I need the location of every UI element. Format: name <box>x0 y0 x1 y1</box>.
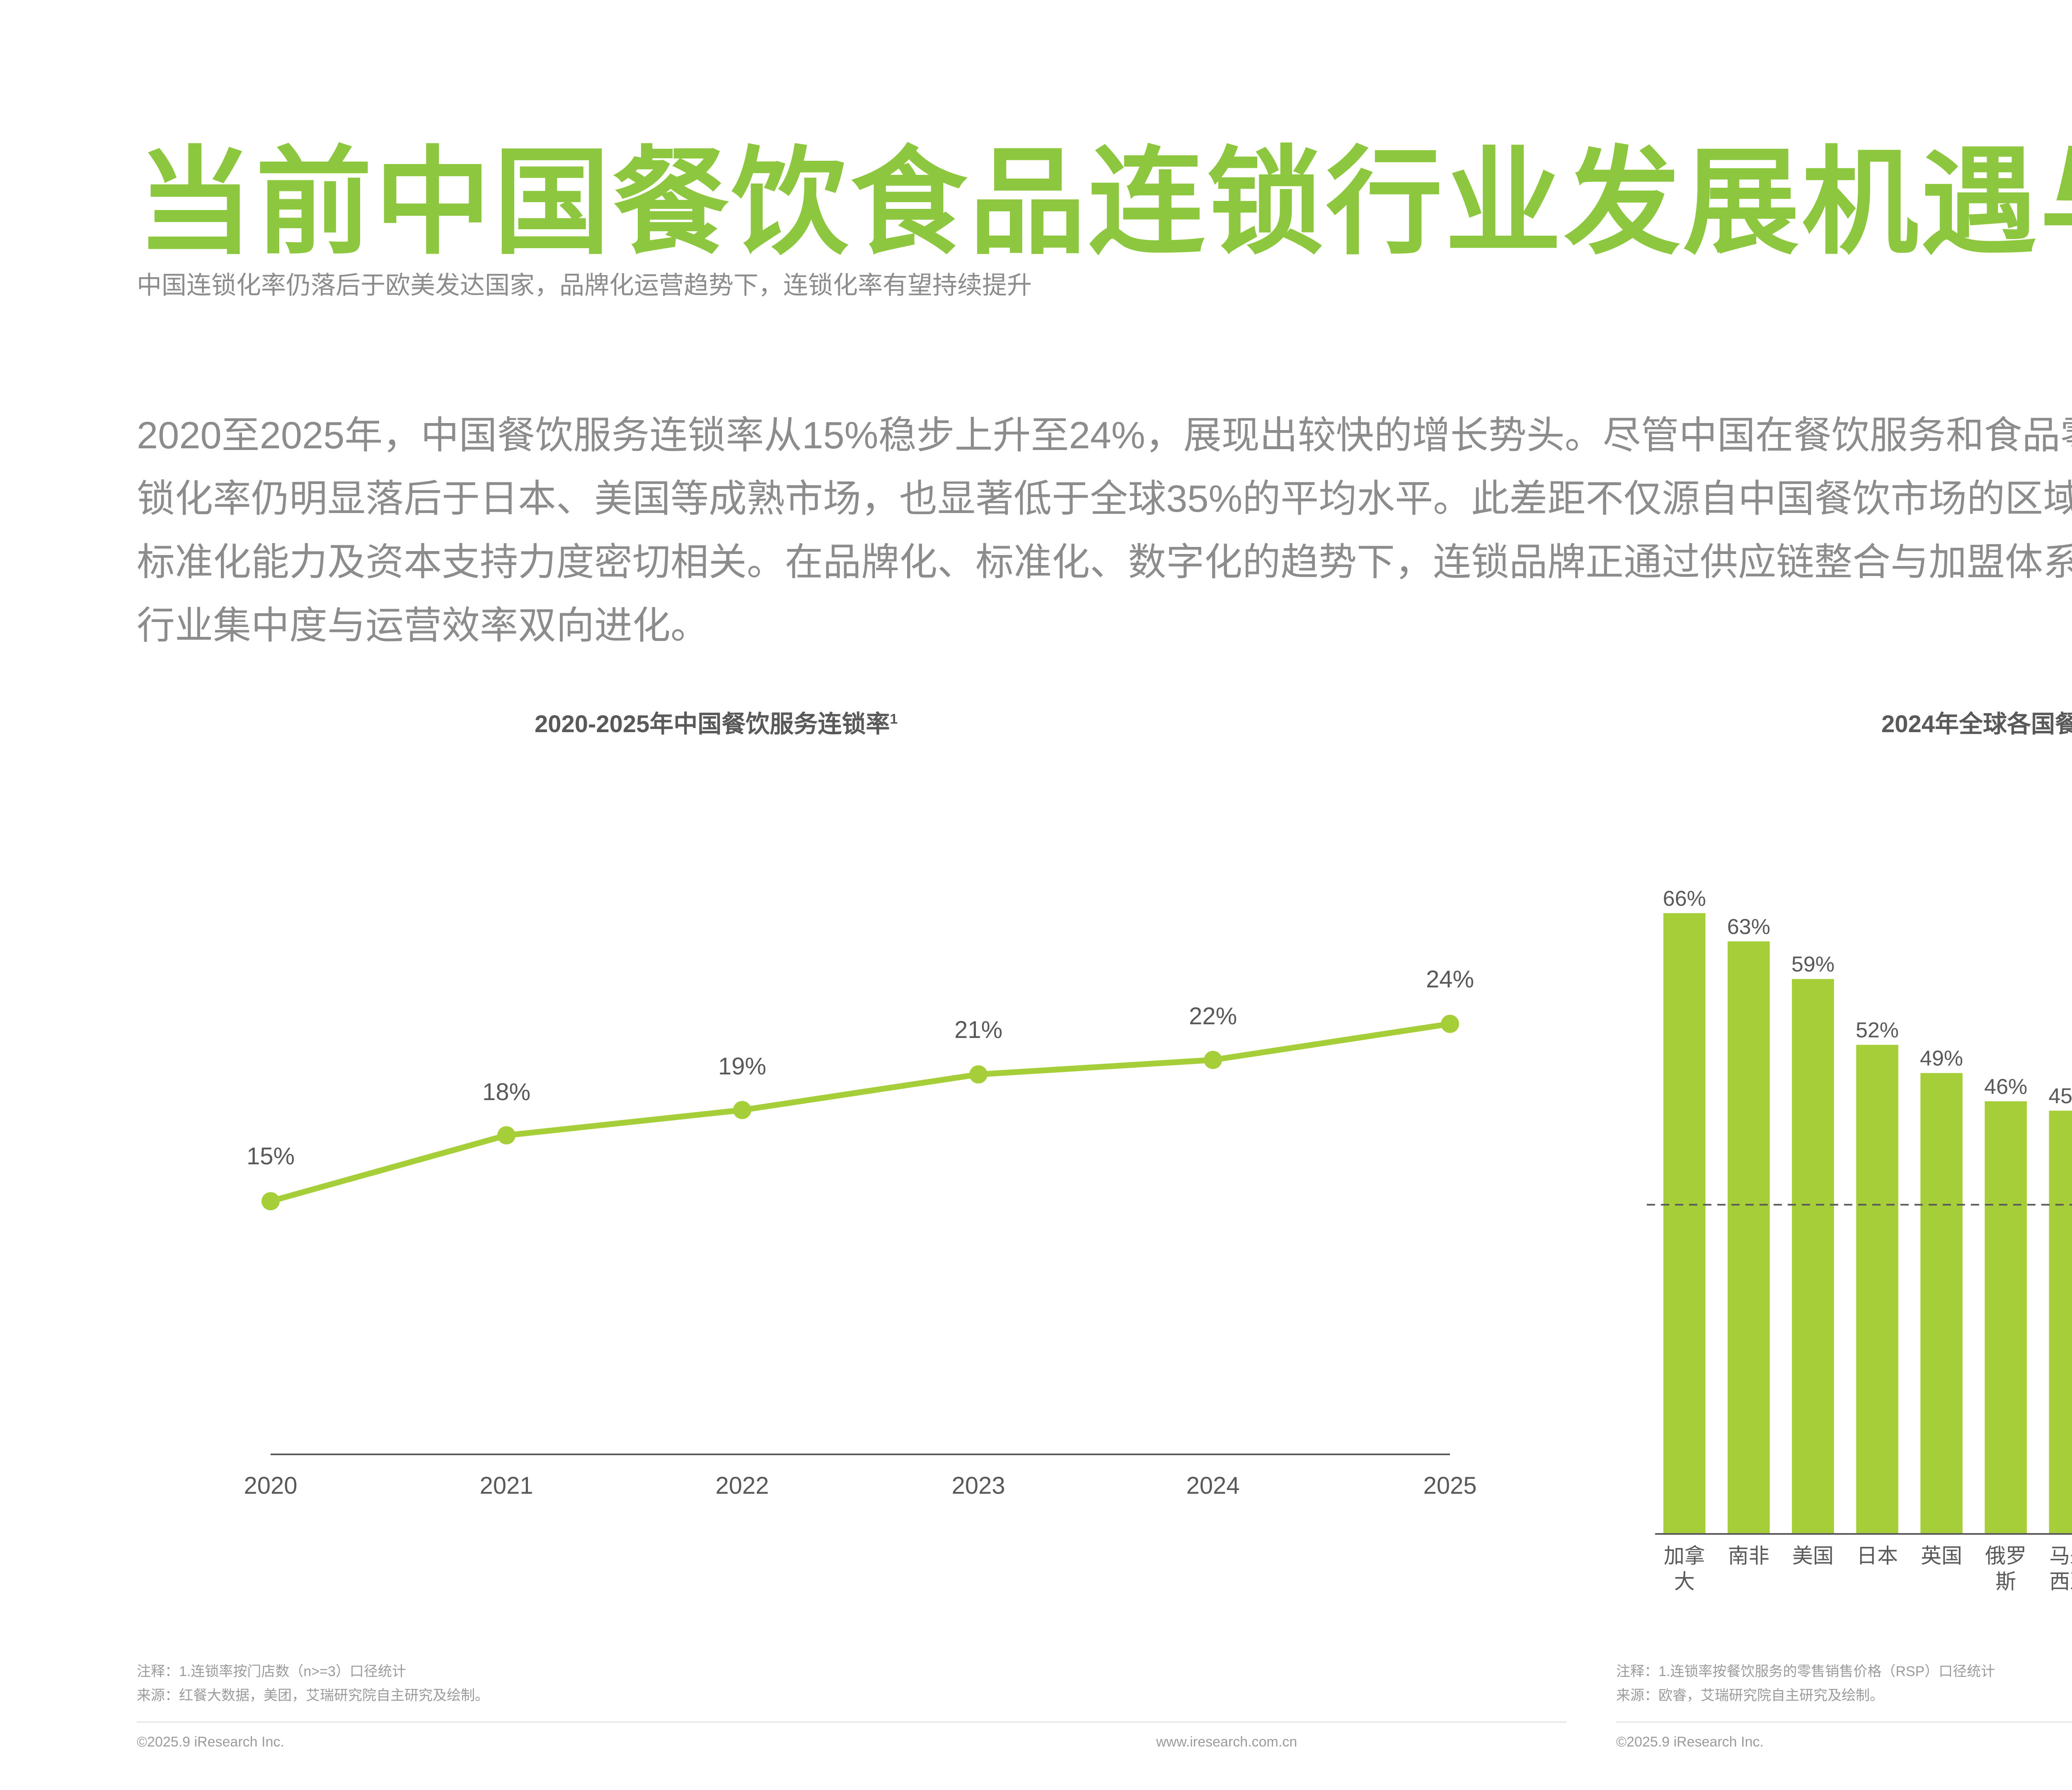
svg-text:2023: 2023 <box>951 1472 1005 1499</box>
svg-text:2021: 2021 <box>479 1472 533 1499</box>
svg-text:加拿大: 加拿大 <box>1664 1544 1705 1593</box>
svg-text:66%: 66% <box>1663 887 1706 911</box>
svg-text:21%: 21% <box>954 1016 1002 1043</box>
svg-text:52%: 52% <box>1856 1018 1899 1043</box>
svg-text:俄罗斯: 俄罗斯 <box>1985 1544 2026 1593</box>
svg-text:马来西亚: 马来西亚 <box>2049 1544 2072 1593</box>
svg-text:南非: 南非 <box>1728 1544 1769 1567</box>
svg-text:2020: 2020 <box>244 1472 297 1499</box>
svg-text:46%: 46% <box>1984 1075 2027 1099</box>
svg-text:18%: 18% <box>482 1079 530 1105</box>
svg-text:日本: 日本 <box>1857 1544 1898 1567</box>
svg-text:49%: 49% <box>1920 1047 1963 1071</box>
svg-text:45%: 45% <box>2048 1084 2072 1108</box>
svg-text:美国: 美国 <box>1792 1544 1834 1567</box>
svg-text:63%: 63% <box>1727 915 1770 939</box>
svg-text:59%: 59% <box>1791 953 1835 977</box>
svg-text:24%: 24% <box>1426 966 1474 993</box>
svg-text:2022: 2022 <box>715 1472 769 1499</box>
svg-text:15%: 15% <box>247 1143 295 1170</box>
svg-text:22%: 22% <box>1189 1003 1237 1030</box>
svg-text:2025: 2025 <box>1423 1472 1477 1499</box>
svg-text:英国: 英国 <box>1921 1544 1962 1567</box>
svg-text:19%: 19% <box>718 1053 766 1080</box>
svg-text:2024: 2024 <box>1186 1472 1239 1499</box>
